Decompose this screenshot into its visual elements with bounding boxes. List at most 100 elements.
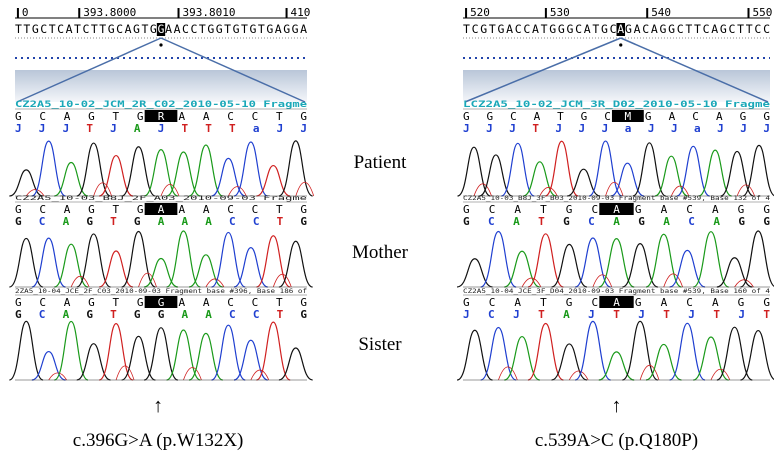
sequence: AACCTGGTGTGTGAGGA	[165, 22, 307, 36]
trace	[622, 320, 659, 381]
trace	[521, 277, 542, 288]
trace	[256, 164, 291, 197]
track-label: CZ2A5_10-02_JCM_2R_C02_2010-05-10 Fragme	[15, 100, 307, 110]
trace	[99, 250, 134, 288]
trace	[115, 365, 135, 381]
trace	[551, 343, 588, 381]
bases: G G C A T G C	[463, 110, 611, 123]
trace	[31, 140, 66, 197]
trace	[645, 233, 682, 288]
trace	[211, 157, 246, 197]
trace	[736, 184, 756, 197]
trace	[592, 274, 613, 288]
trace	[544, 140, 579, 197]
trace	[670, 185, 690, 197]
bases-mark: R	[158, 110, 165, 123]
trace	[93, 182, 112, 197]
trace	[645, 343, 682, 381]
band	[15, 70, 307, 102]
ruler-label: 540	[651, 6, 671, 19]
track-label: 2ZA5_10-04_JCE_2F_C03_2010-09-03 Fragmen…	[15, 287, 307, 295]
trace	[166, 230, 201, 288]
trace	[183, 367, 202, 381]
trace	[31, 350, 66, 381]
trace	[278, 347, 313, 381]
trace	[228, 186, 247, 197]
trace	[501, 142, 535, 197]
trace	[622, 242, 659, 288]
base-calls: J C J T A J T J T J T J T	[463, 308, 770, 321]
trace	[473, 183, 492, 197]
trace	[654, 155, 689, 197]
trace	[188, 254, 223, 288]
trace	[574, 320, 611, 381]
zoom-line	[464, 37, 622, 103]
trace	[9, 320, 44, 381]
bases-mark: A	[613, 203, 620, 216]
track-label: LCZ2A5_10-02_JCM_3R_D02_2010-05-10 Fragm…	[463, 100, 770, 110]
trace	[121, 335, 156, 381]
row-label: Mother	[352, 242, 409, 263]
trace	[456, 329, 493, 381]
trace	[527, 322, 564, 381]
trace	[523, 161, 557, 197]
trace	[233, 247, 268, 288]
trace	[734, 279, 754, 288]
trace	[166, 151, 201, 197]
trace	[710, 368, 731, 381]
trace	[70, 275, 90, 288]
trace	[205, 278, 225, 288]
trace	[76, 343, 111, 381]
trace	[669, 249, 706, 288]
trace	[31, 237, 66, 288]
trace	[720, 150, 754, 197]
highlight	[144, 203, 178, 215]
zoom-line	[16, 37, 162, 103]
bases-mark: G	[158, 296, 165, 309]
trace	[551, 243, 588, 288]
trace	[610, 162, 645, 197]
ruler-label: 520	[470, 6, 490, 19]
band	[463, 70, 770, 102]
trace	[143, 257, 179, 288]
caption: c.539A>C (p.Q180P)	[535, 430, 698, 451]
arrow: ↑	[153, 395, 163, 417]
trace	[160, 184, 180, 197]
row-label: Sister	[358, 334, 402, 355]
trace	[498, 366, 518, 381]
trace	[598, 351, 635, 381]
trace	[143, 149, 179, 197]
dot	[619, 43, 623, 47]
base-calls: G C A T G C A G A C A G G	[463, 215, 770, 228]
sequence: GACAGGCTTCAGCTTCC	[625, 22, 770, 36]
trace	[211, 324, 246, 381]
ruler-label: 393.8010	[183, 6, 236, 19]
bases-mark: M	[625, 110, 632, 123]
trace	[480, 326, 517, 381]
trace	[188, 332, 224, 381]
trace	[233, 339, 268, 381]
trace	[25, 189, 45, 197]
ruler-label: 0	[22, 6, 29, 19]
zoom-line	[620, 37, 769, 103]
ruler-label: 550	[753, 6, 773, 19]
trace	[9, 169, 44, 197]
trace	[138, 272, 157, 288]
trace	[598, 238, 635, 288]
trace	[76, 142, 111, 197]
trace	[121, 230, 156, 288]
sequence-mark: G	[158, 22, 165, 36]
trace	[605, 181, 624, 197]
trace	[188, 144, 224, 197]
trace	[693, 336, 729, 381]
trace	[121, 146, 156, 197]
trace	[716, 326, 753, 381]
trace	[166, 329, 201, 381]
sequence: TCGTGACCATGGGCATGC	[463, 22, 617, 36]
trace	[54, 243, 89, 288]
trace	[233, 141, 268, 197]
trace	[566, 168, 601, 197]
highlight	[144, 110, 178, 122]
ruler-label: 393.8000	[83, 6, 136, 19]
